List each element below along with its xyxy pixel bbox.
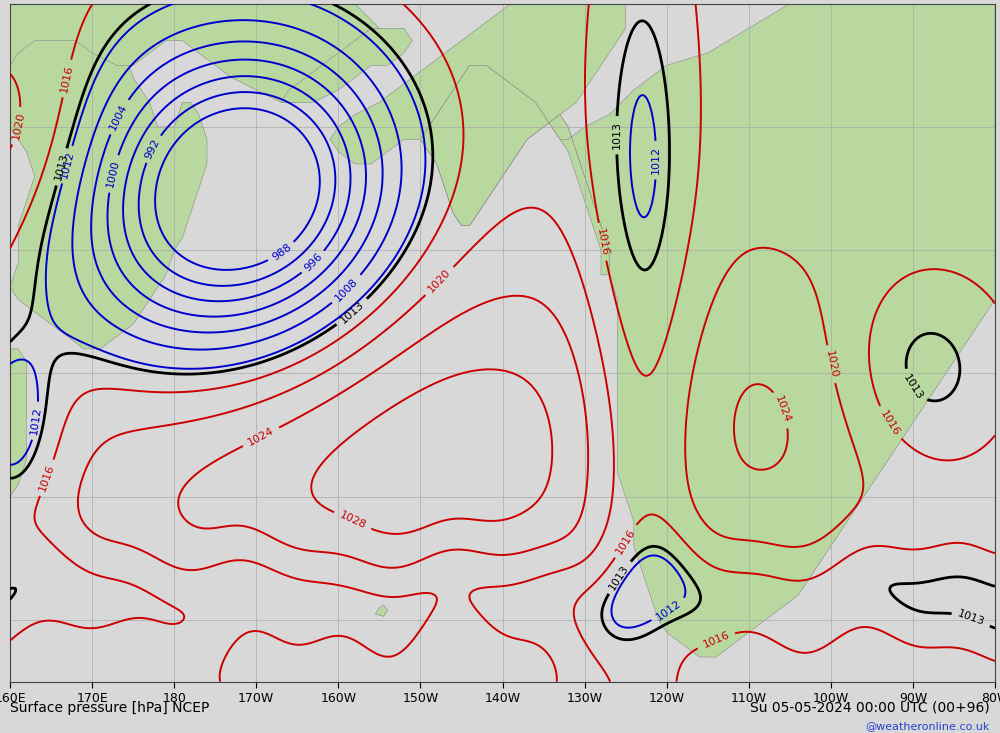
Text: 1013: 1013 xyxy=(612,121,622,150)
Text: 1024: 1024 xyxy=(246,426,276,448)
Text: Su 05-05-2024 00:00 UTC (00+96): Su 05-05-2024 00:00 UTC (00+96) xyxy=(750,701,990,715)
Text: 1012: 1012 xyxy=(651,146,661,174)
Text: 1016: 1016 xyxy=(38,463,56,493)
Text: @weatheronline.co.uk: @weatheronline.co.uk xyxy=(866,721,990,732)
Text: 1016: 1016 xyxy=(614,526,637,556)
Text: 1013: 1013 xyxy=(607,563,631,592)
Text: 1016: 1016 xyxy=(701,630,731,650)
Text: 1013: 1013 xyxy=(53,152,70,182)
Text: 1012: 1012 xyxy=(59,150,76,180)
Text: 1016: 1016 xyxy=(59,64,75,93)
Text: Surface pressure [hPa] NCEP: Surface pressure [hPa] NCEP xyxy=(10,701,209,715)
Text: 1016: 1016 xyxy=(878,408,901,438)
Text: 1024: 1024 xyxy=(773,394,793,424)
Text: 1013: 1013 xyxy=(338,299,366,325)
Text: 1028: 1028 xyxy=(338,510,368,531)
Text: 1012: 1012 xyxy=(29,406,43,435)
Text: 1012: 1012 xyxy=(655,598,684,622)
Text: 996: 996 xyxy=(303,251,324,273)
Text: 1008: 1008 xyxy=(333,276,360,303)
Text: 988: 988 xyxy=(270,242,293,262)
Text: 1013: 1013 xyxy=(901,372,924,402)
Text: 1020: 1020 xyxy=(10,111,26,141)
Text: 992: 992 xyxy=(144,137,162,161)
Text: 1000: 1000 xyxy=(105,159,121,188)
Text: 1020: 1020 xyxy=(823,350,839,379)
Text: 1013: 1013 xyxy=(956,609,986,627)
Text: 1020: 1020 xyxy=(426,268,453,295)
Text: 1004: 1004 xyxy=(108,102,129,131)
Text: 1016: 1016 xyxy=(595,227,610,257)
